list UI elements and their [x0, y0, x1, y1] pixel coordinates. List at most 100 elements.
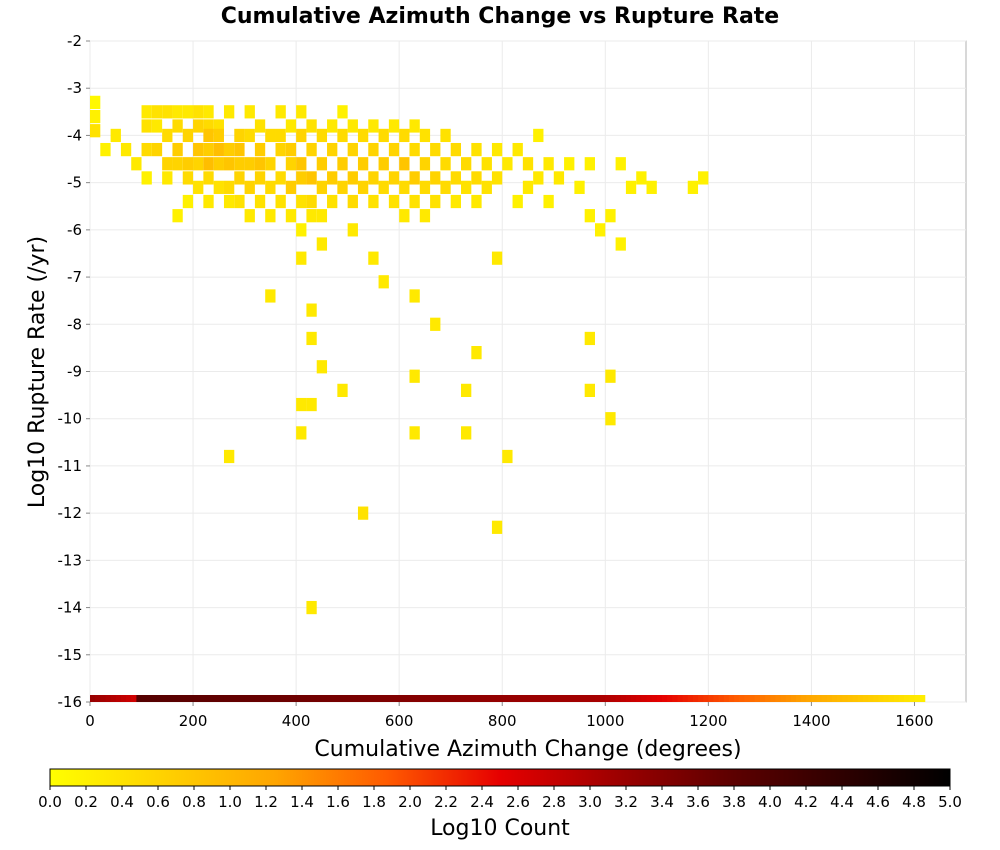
heatmap-cell-bottom	[321, 695, 328, 702]
y-tick-label: -9	[67, 363, 82, 381]
heatmap-cell-bottom	[254, 695, 261, 702]
heatmap-cell-bottom	[605, 695, 611, 702]
heatmap-cell-bottom	[223, 695, 230, 702]
heatmap-cell-bottom	[203, 695, 210, 702]
heatmap-cell	[254, 119, 266, 133]
heatmap-cell-bottom	[95, 695, 101, 702]
heatmap-cell-bottom	[739, 695, 745, 702]
heatmap-cell-bottom	[476, 695, 483, 702]
heatmap-cell	[275, 142, 286, 157]
heatmap-cell	[203, 157, 214, 171]
heatmap-cell	[368, 194, 379, 209]
heatmap-cell	[265, 289, 276, 303]
heatmap-cell	[409, 369, 420, 383]
x-tick-label: 1200	[689, 712, 727, 730]
heatmap-cell	[388, 119, 400, 133]
heatmap-cell-bottom	[909, 695, 915, 702]
heatmap-cell-bottom	[759, 695, 766, 702]
colorbar-tick-label: 0.8	[182, 793, 206, 811]
heatmap-cell	[90, 95, 101, 109]
heatmap-cell	[151, 105, 163, 119]
heatmap-cell	[100, 142, 111, 157]
y-tick-label: -16	[58, 693, 83, 711]
heatmap-cell	[430, 194, 441, 209]
y-axis-label: Log10 Rupture Rate (/yr)	[25, 236, 50, 508]
heatmap-cell	[296, 171, 307, 185]
heatmap-cell	[182, 157, 194, 171]
heatmap-cell	[543, 157, 554, 171]
heatmap-cell	[162, 105, 173, 119]
heatmap-cell-bottom	[430, 695, 436, 702]
y-tick-label: -11	[58, 457, 83, 475]
heatmap-cell	[234, 171, 245, 185]
heatmap-cell-bottom	[528, 695, 534, 702]
heatmap-cell-bottom	[734, 695, 740, 702]
colorbar-tick-label: 2.4	[470, 793, 494, 811]
heatmap-cell-bottom	[888, 695, 895, 702]
heatmap-cell-bottom	[661, 695, 668, 702]
heatmap-cell-bottom	[862, 695, 869, 702]
heatmap-cell	[533, 128, 544, 143]
heatmap-cell-bottom	[806, 695, 812, 702]
heatmap-cell	[316, 209, 328, 223]
heatmap-cell-bottom	[450, 695, 457, 702]
heatmap-cell-bottom	[919, 695, 926, 702]
heatmap-cell-bottom	[193, 695, 199, 702]
colorbar-tick-label: 3.6	[686, 793, 710, 811]
heatmap-cell-bottom	[151, 695, 158, 702]
heatmap-cell	[172, 142, 183, 157]
x-tick-label: 800	[488, 712, 517, 730]
heatmap-cell	[327, 171, 338, 185]
heatmap-cell-bottom	[811, 695, 818, 702]
heatmap-cell	[213, 119, 224, 133]
heatmap-cell-bottom	[548, 695, 555, 702]
heatmap-cell	[285, 119, 297, 133]
heatmap-cell-bottom	[177, 695, 184, 702]
heatmap-bottom-row	[90, 695, 926, 702]
heatmap-cell-bottom	[718, 695, 725, 702]
colorbar-tick-label: 2.6	[506, 793, 530, 811]
heatmap-cell-bottom	[306, 695, 313, 702]
heatmap-cell-bottom	[682, 695, 689, 702]
heatmap-cell-bottom	[790, 695, 797, 702]
heatmap-cell-bottom	[461, 695, 467, 702]
heatmap-cell	[203, 119, 214, 133]
y-tick-label: -3	[67, 79, 82, 97]
heatmap-cell-bottom	[90, 695, 96, 702]
heatmap-cell	[337, 157, 348, 171]
heatmap-cell-bottom	[517, 695, 524, 702]
heatmap-cell-bottom	[357, 695, 364, 702]
heatmap-cell	[141, 119, 152, 133]
heatmap-cell	[646, 180, 657, 194]
heatmap-cell-bottom	[826, 695, 833, 702]
heatmap-cell	[316, 360, 328, 374]
heatmap-cell	[306, 209, 317, 223]
x-tick-label: 1600	[895, 712, 933, 730]
heatmap-cell	[172, 119, 183, 133]
heatmap-cell-bottom	[821, 695, 828, 702]
heatmap-cell	[306, 171, 317, 185]
heatmap-cell-bottom	[100, 695, 106, 702]
heatmap-cell-bottom	[378, 695, 385, 702]
heatmap-cell	[296, 128, 307, 143]
heatmap-cell	[234, 128, 245, 143]
heatmap-cell-bottom	[187, 695, 194, 702]
heatmap-cell-bottom	[780, 695, 787, 702]
heatmap-cell-bottom	[146, 695, 153, 702]
heatmap-cell	[327, 194, 338, 209]
heatmap-cell	[357, 506, 369, 520]
chart-title: Cumulative Azimuth Change vs Rupture Rat…	[221, 4, 779, 29]
heatmap-cell-bottom	[404, 695, 410, 702]
heatmap-cell	[409, 119, 420, 133]
heatmap-cell	[316, 128, 328, 143]
heatmap-cell	[584, 209, 595, 223]
heatmap-cell-bottom	[533, 695, 539, 702]
heatmap-cell	[296, 251, 307, 265]
heatmap-cell-bottom	[244, 695, 251, 702]
heatmap-cell	[223, 105, 235, 119]
heatmap-cell-bottom	[904, 695, 910, 702]
heatmap-cell	[450, 171, 462, 185]
heatmap-cell-bottom	[280, 695, 287, 702]
heatmap-cell-bottom	[363, 695, 369, 702]
